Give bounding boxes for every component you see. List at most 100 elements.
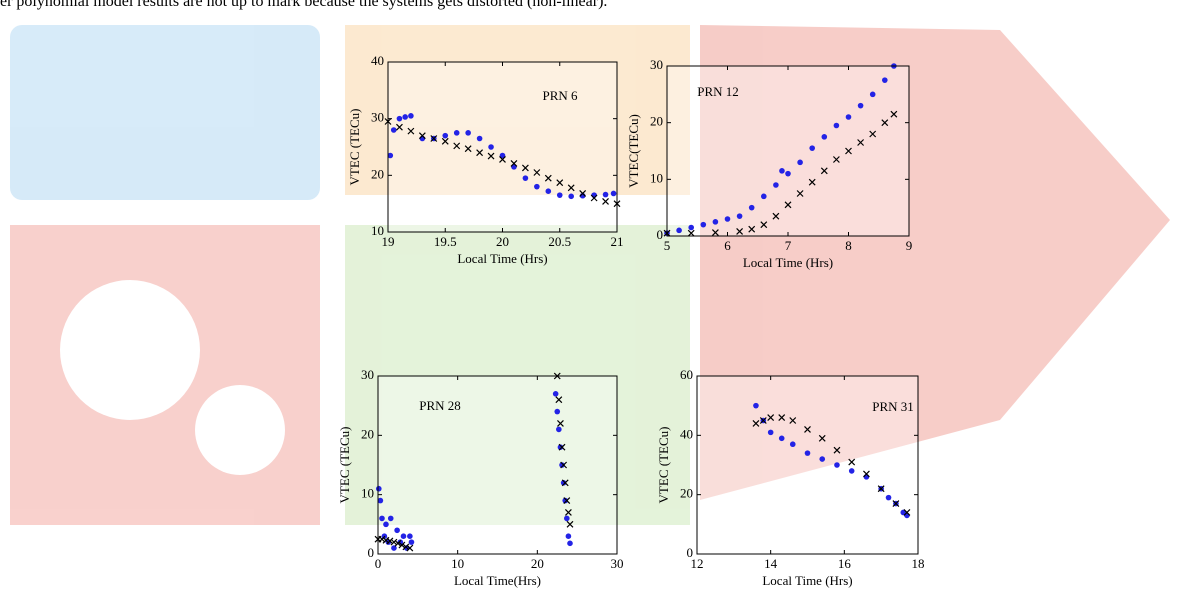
model-point — [767, 414, 775, 421]
model-point — [890, 110, 898, 118]
plot-area — [388, 62, 617, 232]
measured-point — [408, 539, 415, 545]
measured-point — [552, 391, 559, 397]
measured-point — [819, 456, 826, 462]
chart-title: PRN 31 — [872, 399, 914, 414]
measured-point — [387, 515, 394, 522]
y-axis-label: VTEC(TECu) — [626, 114, 641, 188]
chart-title: PRN 28 — [419, 398, 461, 413]
measured-point — [821, 134, 828, 140]
model-point — [378, 535, 386, 543]
model-point — [394, 539, 402, 547]
measured-point — [785, 170, 791, 177]
model-point — [487, 152, 495, 160]
measured-point — [809, 145, 815, 151]
measured-point — [387, 152, 394, 159]
measured-point — [402, 114, 408, 120]
measured-point — [863, 474, 870, 480]
model-point — [418, 132, 426, 140]
model-point — [881, 119, 889, 127]
measured-point — [602, 191, 609, 198]
chart: 5 6 7 8 9 0 10 20 30 PRN 12 Local Time (Hrs) VTEC(T… — [626, 57, 912, 270]
x-tick-label: 20.5 — [548, 234, 571, 249]
measured-point — [904, 512, 910, 519]
measured-point — [394, 527, 400, 534]
model-point — [560, 461, 568, 469]
measured-point — [383, 521, 389, 528]
measured-point — [390, 127, 397, 133]
measured-point — [753, 402, 759, 409]
measured-point — [568, 193, 574, 200]
model-point — [396, 123, 403, 131]
model-point — [760, 221, 768, 229]
measured-point — [804, 450, 811, 456]
measured-point — [834, 462, 840, 468]
model-point — [402, 543, 410, 551]
measured-point — [562, 497, 569, 504]
model-point — [406, 544, 414, 552]
y-axis-label: VTEC (TECu) — [337, 427, 352, 504]
x-axis-label: Local Time (Hrs) — [762, 573, 852, 588]
x-tick-label: 20 — [531, 556, 544, 571]
watermark-shape — [10, 25, 320, 200]
x-axis-label: Local Time (Hrs) — [743, 255, 833, 270]
measured-point — [848, 468, 855, 474]
x-tick-label: 18 — [912, 556, 925, 571]
chart-title: PRN 12 — [697, 84, 739, 99]
measured-point — [767, 429, 774, 436]
y-axis-label: VTEC (TECu) — [656, 427, 671, 504]
measured-point — [560, 480, 567, 486]
y-tick-label: 10 — [361, 486, 374, 501]
measured-point — [556, 426, 562, 433]
model-point — [476, 149, 484, 157]
measured-point — [488, 144, 494, 150]
y-tick-label: 10 — [650, 170, 663, 185]
model-point — [687, 229, 695, 237]
model-point — [557, 420, 564, 427]
model-point — [561, 479, 569, 487]
model-point — [759, 417, 767, 424]
x-tick-label: 10 — [451, 556, 464, 571]
measured-point — [789, 441, 796, 448]
model-point — [796, 190, 804, 197]
measured-point — [534, 183, 540, 190]
x-tick-label: 7 — [785, 238, 792, 253]
measured-point — [676, 227, 682, 234]
measured-point — [545, 188, 552, 194]
measured-point — [559, 462, 565, 468]
measured-point — [591, 192, 597, 198]
model-point — [464, 145, 472, 153]
x-tick-label: 9 — [906, 238, 913, 253]
model-point — [398, 541, 406, 549]
plot-frame — [387, 61, 618, 233]
y-tick-label: 40 — [371, 53, 384, 68]
model-point — [453, 142, 461, 150]
plot-frame — [696, 375, 919, 555]
model-point — [579, 190, 587, 197]
model-point — [602, 197, 609, 205]
measured-point — [882, 77, 888, 83]
model-point — [407, 127, 415, 135]
y-tick-label: 20 — [371, 166, 384, 181]
measured-point — [845, 114, 852, 120]
model-point — [736, 228, 744, 235]
watermark-shape — [345, 25, 690, 195]
measured-point — [557, 444, 564, 451]
plot-frame — [666, 65, 910, 237]
measured-point — [797, 159, 803, 166]
measured-point — [773, 182, 779, 188]
x-tick-label: 8 — [845, 238, 852, 253]
watermark-shape — [700, 25, 1170, 500]
x-tick-label: 5 — [664, 238, 671, 253]
watermark-shape — [195, 385, 285, 475]
y-tick-label: 20 — [650, 114, 663, 129]
model-point — [857, 139, 865, 146]
y-tick-label: 30 — [650, 57, 663, 72]
model-point — [441, 137, 449, 145]
measured-point — [885, 494, 892, 501]
model-point — [566, 520, 574, 528]
measured-point — [736, 213, 743, 219]
model-point — [832, 156, 840, 163]
